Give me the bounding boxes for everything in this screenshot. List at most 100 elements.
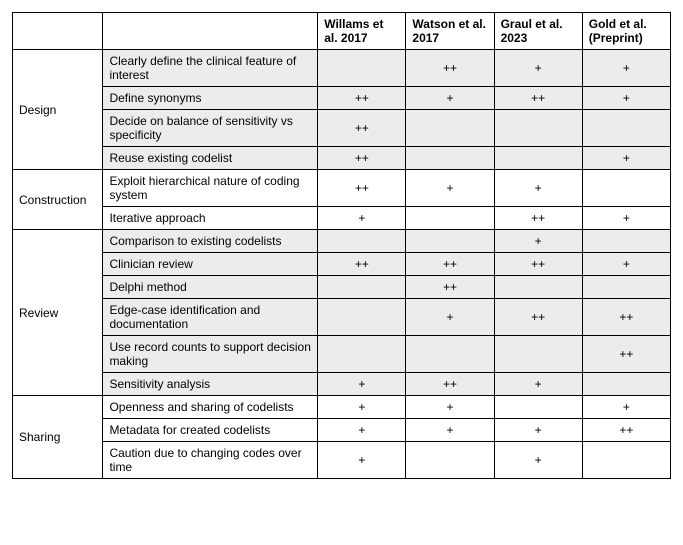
value-cell (494, 147, 582, 170)
category-cell: Review (13, 230, 103, 396)
value-cell (494, 396, 582, 419)
criterion-cell: Metadata for created codelists (103, 419, 318, 442)
value-cell: ++ (494, 207, 582, 230)
table-row: Clinician review+++++++ (13, 253, 671, 276)
criterion-cell: Decide on balance of sensitivity vs spec… (103, 110, 318, 147)
category-cell: Construction (13, 170, 103, 230)
value-cell: + (406, 299, 494, 336)
value-cell: ++ (494, 87, 582, 110)
header-category (13, 13, 103, 50)
table-row: ReviewComparison to existing codelists+ (13, 230, 671, 253)
value-cell: + (406, 170, 494, 207)
value-cell (494, 336, 582, 373)
value-cell (318, 230, 406, 253)
value-cell (494, 110, 582, 147)
value-cell: ++ (582, 299, 670, 336)
value-cell: ++ (318, 87, 406, 110)
table-row: Delphi method ++ (13, 276, 671, 299)
header-study-0: Willams et al. 2017 (318, 13, 406, 50)
criterion-cell: Clearly define the clinical feature of i… (103, 50, 318, 87)
value-cell: ++ (494, 253, 582, 276)
value-cell: + (582, 147, 670, 170)
criterion-cell: Reuse existing codelist (103, 147, 318, 170)
value-cell: + (494, 373, 582, 396)
value-cell: + (406, 419, 494, 442)
value-cell (318, 276, 406, 299)
category-cell: Sharing (13, 396, 103, 479)
table-row: Iterative approach++++ (13, 207, 671, 230)
table-row: Caution due to changing codes over time+… (13, 442, 671, 479)
value-cell (582, 110, 670, 147)
table-row: Decide on balance of sensitivity vs spec… (13, 110, 671, 147)
comparison-table: Willams et al. 2017 Watson et al. 2017 G… (12, 12, 671, 479)
value-cell (582, 170, 670, 207)
value-cell: + (318, 207, 406, 230)
value-cell: ++ (406, 373, 494, 396)
criterion-cell: Clinician review (103, 253, 318, 276)
value-cell: + (318, 396, 406, 419)
value-cell (318, 50, 406, 87)
table-row: Define synonyms++++++ (13, 87, 671, 110)
value-cell: + (494, 442, 582, 479)
value-cell (582, 373, 670, 396)
value-cell: + (406, 396, 494, 419)
value-cell (318, 336, 406, 373)
criterion-cell: Define synonyms (103, 87, 318, 110)
table-row: Metadata for created codelists+++++ (13, 419, 671, 442)
criterion-cell: Exploit hierarchical nature of coding sy… (103, 170, 318, 207)
criterion-cell: Sensitivity analysis (103, 373, 318, 396)
value-cell: + (582, 253, 670, 276)
criterion-cell: Openness and sharing of codelists (103, 396, 318, 419)
value-cell: ++ (318, 253, 406, 276)
criterion-cell: Iterative approach (103, 207, 318, 230)
table-row: DesignClearly define the clinical featur… (13, 50, 671, 87)
value-cell (582, 230, 670, 253)
value-cell: ++ (318, 147, 406, 170)
header-study-2: Graul et al. 2023 (494, 13, 582, 50)
value-cell: + (318, 419, 406, 442)
criterion-cell: Use record counts to support decision ma… (103, 336, 318, 373)
header-row: Willams et al. 2017 Watson et al. 2017 G… (13, 13, 671, 50)
value-cell: + (494, 170, 582, 207)
header-criterion (103, 13, 318, 50)
value-cell (406, 207, 494, 230)
value-cell: ++ (582, 419, 670, 442)
value-cell (406, 230, 494, 253)
criterion-cell: Delphi method (103, 276, 318, 299)
value-cell (318, 299, 406, 336)
table-row: Reuse existing codelist+++ (13, 147, 671, 170)
value-cell: + (318, 442, 406, 479)
criterion-cell: Comparison to existing codelists (103, 230, 318, 253)
value-cell: + (582, 396, 670, 419)
value-cell: ++ (406, 253, 494, 276)
value-cell: + (406, 87, 494, 110)
value-cell (582, 276, 670, 299)
criterion-cell: Edge-case identification and documentati… (103, 299, 318, 336)
value-cell: + (494, 230, 582, 253)
category-cell: Design (13, 50, 103, 170)
value-cell (406, 442, 494, 479)
criterion-cell: Caution due to changing codes over time (103, 442, 318, 479)
value-cell: ++ (406, 276, 494, 299)
value-cell: ++ (318, 110, 406, 147)
value-cell: + (494, 50, 582, 87)
header-study-1: Watson et al. 2017 (406, 13, 494, 50)
value-cell: + (582, 207, 670, 230)
value-cell: + (582, 50, 670, 87)
table-row: SharingOpenness and sharing of codelists… (13, 396, 671, 419)
value-cell: + (582, 87, 670, 110)
value-cell: + (494, 419, 582, 442)
value-cell: ++ (582, 336, 670, 373)
table-row: ConstructionExploit hierarchical nature … (13, 170, 671, 207)
table-row: Use record counts to support decision ma… (13, 336, 671, 373)
value-cell (406, 336, 494, 373)
value-cell (406, 147, 494, 170)
value-cell (494, 276, 582, 299)
value-cell: ++ (406, 50, 494, 87)
header-study-3: Gold et al. (Preprint) (582, 13, 670, 50)
value-cell (582, 442, 670, 479)
value-cell: ++ (494, 299, 582, 336)
table-row: Sensitivity analysis++++ (13, 373, 671, 396)
value-cell (406, 110, 494, 147)
table-row: Edge-case identification and documentati… (13, 299, 671, 336)
